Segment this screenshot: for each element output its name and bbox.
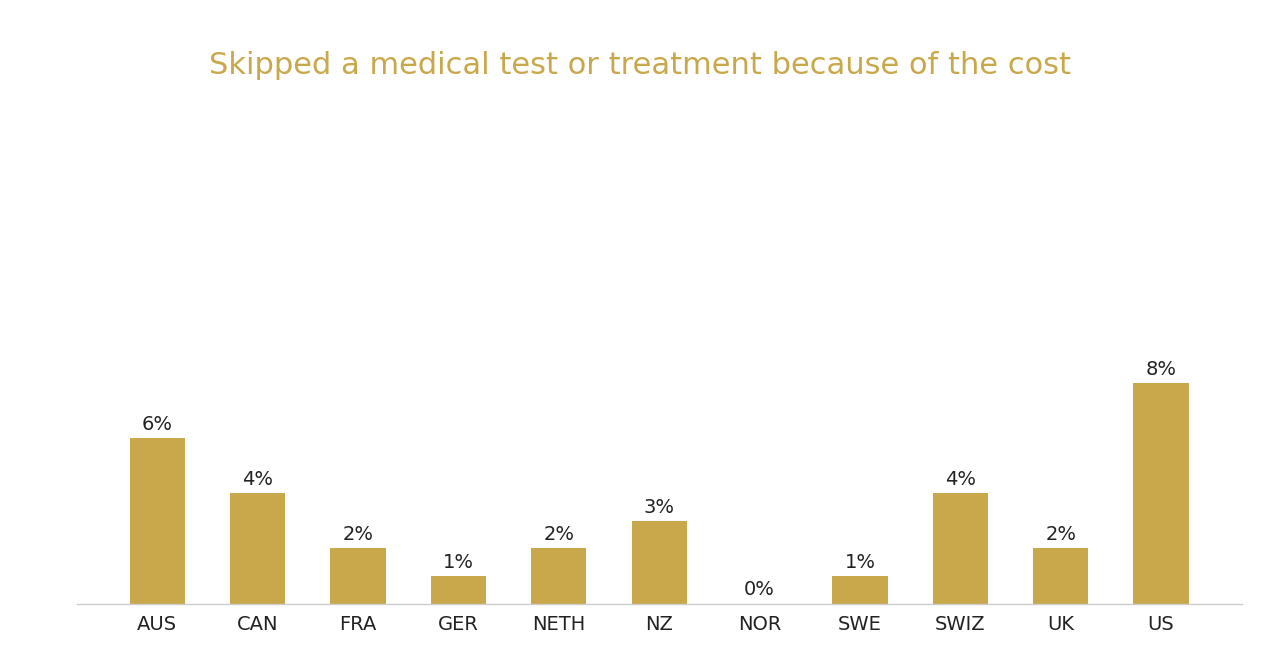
Text: 2%: 2%	[1046, 525, 1076, 544]
Text: 1%: 1%	[443, 553, 474, 572]
Text: 2%: 2%	[343, 525, 374, 544]
Text: Skipped a medical test or treatment because of the cost: Skipped a medical test or treatment beca…	[209, 51, 1071, 80]
Bar	[330, 548, 385, 604]
Bar	[531, 548, 586, 604]
Bar	[1033, 548, 1088, 604]
Text: 1%: 1%	[845, 553, 876, 572]
Bar	[1134, 383, 1189, 604]
Bar	[129, 438, 184, 604]
Text: 8%: 8%	[1146, 360, 1176, 379]
Bar	[832, 576, 887, 604]
Text: 4%: 4%	[242, 470, 273, 489]
Bar	[431, 576, 486, 604]
Bar	[230, 493, 285, 604]
Text: 2%: 2%	[543, 525, 575, 544]
Text: 3%: 3%	[644, 498, 675, 517]
Bar	[631, 521, 687, 604]
Text: 0%: 0%	[744, 581, 774, 600]
Bar	[933, 493, 988, 604]
Text: 4%: 4%	[945, 470, 975, 489]
Text: 6%: 6%	[142, 415, 173, 434]
